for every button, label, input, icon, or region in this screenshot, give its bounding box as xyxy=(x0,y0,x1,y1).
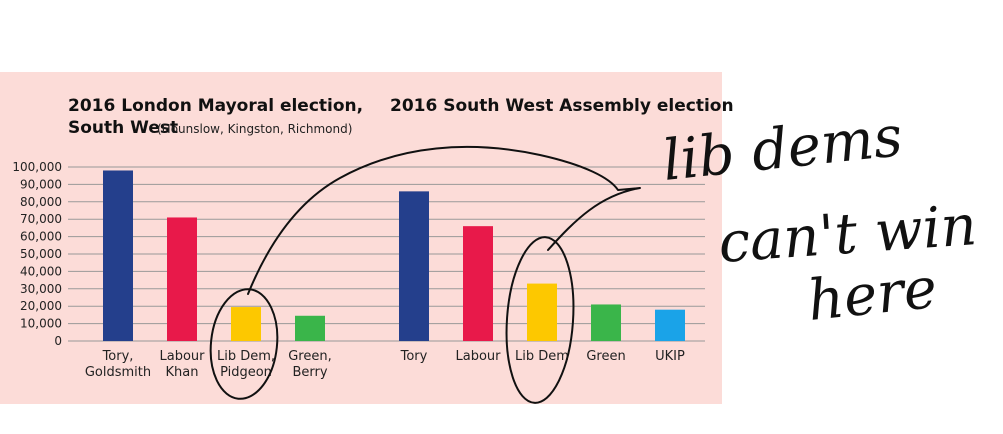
handwritten-arc xyxy=(247,145,641,295)
bar-chart2-3 xyxy=(591,304,621,341)
circle-lib-dem-assembly xyxy=(505,236,575,404)
y-tick-label: 20,000 xyxy=(20,299,62,313)
category-label: Tory, xyxy=(102,349,134,364)
handwritten-line-1: lib dems xyxy=(660,104,906,194)
category-label: Labour xyxy=(456,349,502,364)
category-label: Lib Dem xyxy=(515,349,569,364)
bar-chart2-1 xyxy=(463,226,493,341)
category-label: Berry xyxy=(292,365,327,380)
bar-chart1-3 xyxy=(295,315,325,341)
y-axis: 100,000 90,000 80,000 70,000 60,000 50,000 40,… xyxy=(12,160,62,348)
y-tick-label: 40,000 xyxy=(20,264,62,278)
category-label: Goldsmith xyxy=(85,365,151,380)
y-tick-label: 70,000 xyxy=(20,212,62,226)
handwritten-line-3: here xyxy=(805,256,940,334)
y-tick-label: 80,000 xyxy=(20,195,62,209)
category-label: Green xyxy=(586,349,625,364)
y-tick-label: 90,000 xyxy=(20,177,62,191)
category-label: Lib Dem, xyxy=(217,349,275,364)
category-label: Labour xyxy=(160,349,206,364)
bar-chart2-2 xyxy=(527,283,557,341)
y-tick-label: 0 xyxy=(54,334,62,348)
circle-lib-dem-mayoral xyxy=(209,288,279,400)
handwritten-annotation: lib dems can't win here xyxy=(209,104,979,404)
y-tick-label: 100,000 xyxy=(12,160,62,174)
bar-chart1-1 xyxy=(167,217,197,341)
category-label: Tory xyxy=(400,349,428,364)
y-tick-label: 10,000 xyxy=(20,317,62,331)
chart-1-subtitle: (Hounslow, Kingston, Richmond) xyxy=(157,122,352,136)
y-tick-label: 60,000 xyxy=(20,230,62,244)
chart-2-title: 2016 South West Assembly election xyxy=(390,96,734,116)
bar-chart1-2 xyxy=(231,307,261,341)
category-label: Khan xyxy=(166,365,199,380)
bar-chart2-4 xyxy=(655,309,685,341)
category-label: UKIP xyxy=(655,349,685,364)
bar-chart1-0 xyxy=(103,170,133,341)
category-label: Green, xyxy=(288,349,332,364)
chart-1-title-line2: South West xyxy=(68,118,178,138)
handwritten-line-2: can't win xyxy=(716,193,978,276)
bars xyxy=(103,170,685,341)
category-label: Pidgeon xyxy=(220,365,272,380)
y-tick-label: 50,000 xyxy=(20,247,62,261)
bar-chart2-0 xyxy=(399,191,429,341)
y-tick-label: 30,000 xyxy=(20,282,62,296)
chart-1-title: 2016 London Mayoral election, xyxy=(68,96,363,116)
